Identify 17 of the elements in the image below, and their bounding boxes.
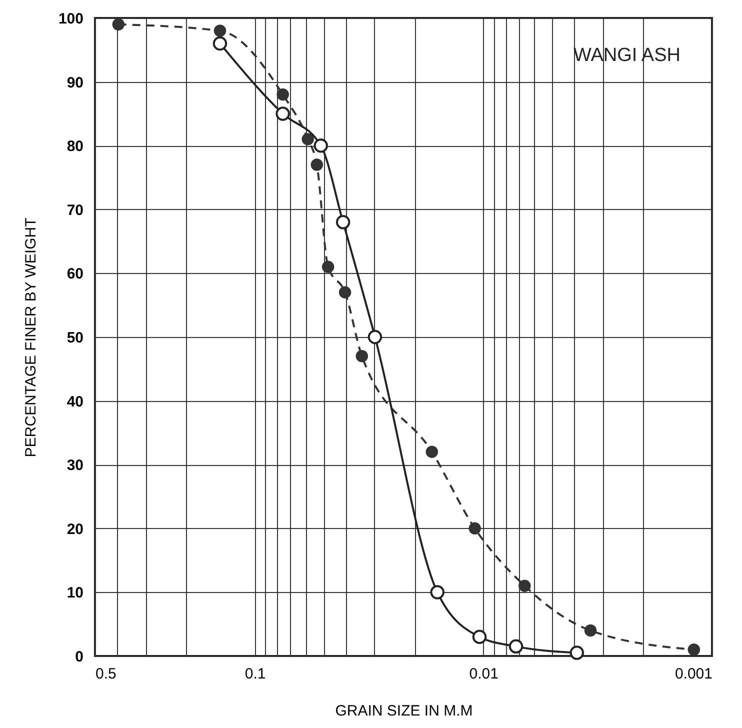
y-tick-label: 30 <box>66 457 84 474</box>
y-tick-label: 20 <box>66 520 84 538</box>
x-tick-label: 0.5 <box>96 666 116 682</box>
x-tick-label: 0.1 <box>244 666 266 682</box>
y-tick-label: 50 <box>66 330 84 346</box>
y-axis-title: PERCENTAGE FINER BY WEIGHT <box>22 218 40 458</box>
y-tick-label: 80 <box>66 138 84 156</box>
y-tick-label: 0 <box>75 648 84 666</box>
x-tick-label: 0.01 <box>469 666 498 682</box>
x-tick-label: 0.001 <box>674 666 712 682</box>
x-axis-title: GRAIN SIZE IN M.M <box>335 702 473 720</box>
y-tick-label: 60 <box>66 266 84 283</box>
y-tick-label: 100 <box>58 10 84 28</box>
y-tick-label: 90 <box>66 74 84 92</box>
y-tick-label: 40 <box>66 393 84 410</box>
y-tick-label: 10 <box>66 584 84 602</box>
y-tick-label: 70 <box>66 202 84 219</box>
